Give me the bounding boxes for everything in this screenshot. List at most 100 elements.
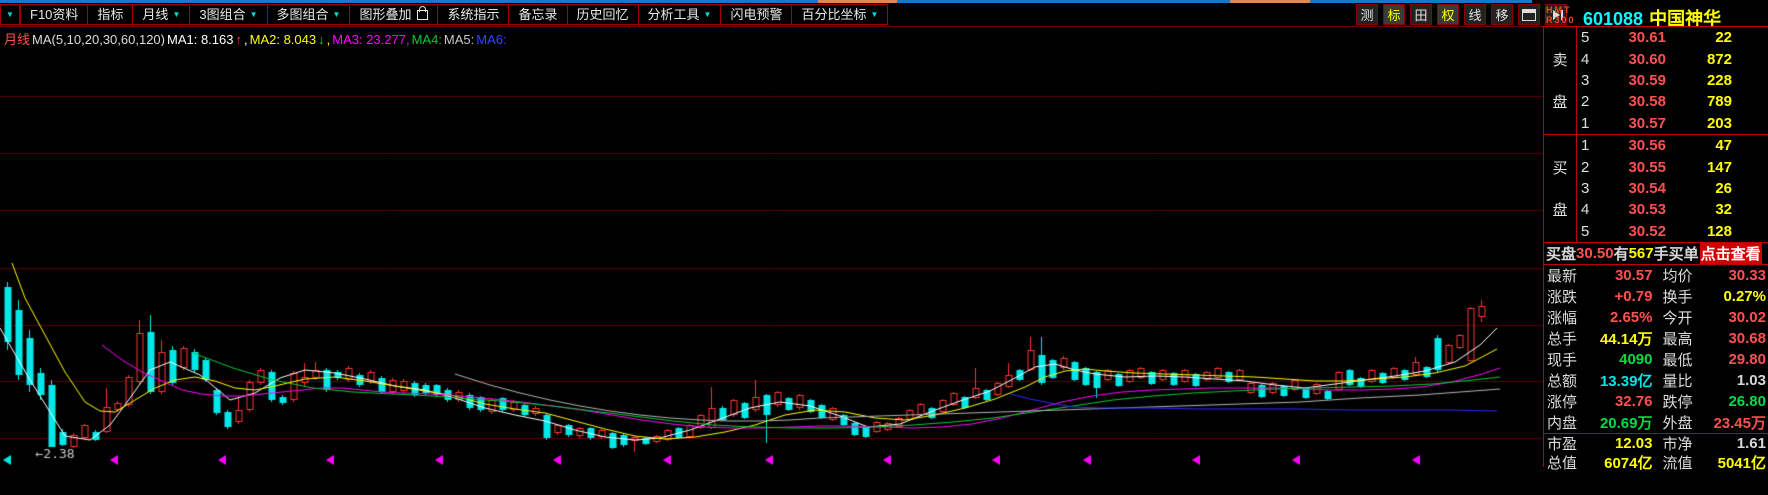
toolbar-button-F10资料[interactable]: F10资料 — [20, 4, 88, 25]
indicator-segment: MA4: — [412, 32, 442, 47]
order-level: 5 — [1577, 223, 1597, 240]
quote-value: 5041亿 — [1709, 452, 1768, 473]
sell-label: 卖盘 — [1544, 27, 1577, 134]
toolbar-button-分析工具[interactable]: 分析工具▼ — [638, 4, 722, 25]
chevron-down-icon: ▼ — [250, 11, 258, 19]
quote-value: 30.68 — [1709, 330, 1768, 347]
quote-label: 最低 — [1661, 349, 1709, 370]
indicator-segment: MA3: 23.277, — [332, 32, 409, 47]
market-flags: HMT R300 — [1546, 5, 1580, 25]
quote-label: 量比 — [1661, 370, 1709, 391]
quote-value: 2.65% — [1595, 309, 1653, 326]
toolbar-button-百分比坐标[interactable]: 百分比坐标 ▼ — [791, 4, 888, 25]
toolbar-dropdown-button[interactable]: ▼ — [0, 4, 20, 25]
quote-value: 44.14万 — [1595, 328, 1653, 349]
panel-layout-icon-button[interactable] — [1518, 4, 1540, 25]
tool-icon-button-线[interactable]: 线 — [1464, 4, 1486, 25]
order-volume: 789 — [1666, 93, 1732, 110]
order-volume: 228 — [1666, 72, 1732, 89]
order-level: 4 — [1577, 51, 1597, 68]
indicator-segment: MA2: 8.043 — [250, 32, 317, 47]
toolbar: ▼ F10资料指标月线▼3图组合▼多图组合▼图形叠加系统指示备忘录 历史回忆分析工… — [0, 3, 1768, 27]
toolbar-button-指标[interactable]: 指标 — [87, 4, 133, 25]
order-price: 30.52 — [1597, 223, 1666, 240]
quote-label: 涨停 — [1544, 391, 1595, 412]
toolbar-button-月线[interactable]: 月线▼ — [132, 4, 190, 25]
toolbar-button-label: 百分比坐标 — [801, 5, 866, 24]
quote-label: 最新 — [1544, 265, 1595, 286]
quote-label: 均价 — [1661, 265, 1709, 286]
indicator-segment: ↑ — [236, 32, 243, 47]
order-volume: 26 — [1666, 180, 1732, 197]
indicator-segment: MA1: 8.163 — [167, 32, 234, 47]
tool-icon-button-田[interactable]: 田 — [1410, 4, 1432, 25]
tool-icon-button-标[interactable]: 标 — [1383, 4, 1405, 25]
tool-icon-button-测[interactable]: 测 — [1356, 4, 1378, 25]
toolbar-items: F10资料指标月线▼3图组合▼多图组合▼图形叠加系统指示备忘录 历史回忆分析工具▼… — [20, 4, 888, 25]
click-to-view-button[interactable]: 点击查看 — [1700, 243, 1762, 264]
quote-value: 6074亿 — [1595, 452, 1653, 473]
quote-label: 跌停 — [1661, 391, 1709, 412]
tool-icon-button-移[interactable]: 移 — [1491, 4, 1513, 25]
order-price: 30.59 — [1597, 72, 1666, 89]
toolbar-button-闪电预警[interactable]: 闪电预警 — [720, 4, 792, 25]
quote-label: 市盈 — [1544, 433, 1595, 454]
order-volume: 22 — [1666, 29, 1732, 46]
toolbar-button-历史回忆[interactable]: 历史回忆 — [567, 4, 639, 25]
order-price: 30.61 — [1597, 29, 1666, 46]
chevron-down-icon: ▼ — [704, 11, 712, 19]
quote-value: 29.80 — [1709, 351, 1768, 368]
toolbar-button-备忘录[interactable]: 备忘录 — [508, 4, 567, 25]
order-level: 2 — [1577, 159, 1597, 176]
toolbar-right-icons: 测标田权线移 — [1356, 4, 1567, 25]
quote-value: 20.69万 — [1595, 412, 1653, 433]
quote-label: 涨跌 — [1544, 286, 1595, 307]
quote-value: 30.02 — [1709, 309, 1768, 326]
window-icon — [1522, 9, 1536, 21]
tool-icon-button-权[interactable]: 权 — [1437, 4, 1459, 25]
toolbar-button-系统指示[interactable]: 系统指示 — [437, 4, 509, 25]
indicator-segment: ↓ — [318, 32, 325, 47]
buy-label: 买盘 — [1544, 135, 1577, 242]
quote-value: 4090 — [1595, 351, 1653, 368]
quote-label: 现手 — [1544, 349, 1595, 370]
chevron-down-icon: ▼ — [6, 11, 14, 19]
quote-label: 总值 — [1544, 452, 1595, 473]
quote-value: 1.61 — [1709, 435, 1768, 452]
indicator-segment: , — [327, 32, 331, 47]
order-volume: 128 — [1666, 223, 1732, 240]
toolbar-button-label: 历史回忆 — [577, 5, 629, 24]
toolbar-button-3图组合[interactable]: 3图组合▼ — [189, 4, 267, 25]
toolbar-button-label: 备忘录 — [518, 5, 557, 24]
order-price: 30.60 — [1597, 51, 1666, 68]
candlestick-chart[interactable] — [0, 46, 1543, 467]
chevron-down-icon: ▼ — [870, 11, 878, 19]
order-volume: 203 — [1666, 115, 1732, 132]
quote-label: 总额 — [1544, 370, 1595, 391]
quote-value: 1.03 — [1709, 372, 1768, 389]
order-volume: 32 — [1666, 201, 1732, 218]
quote-value: 0.27% — [1709, 288, 1768, 305]
quote-value: 23.45万 — [1709, 412, 1768, 433]
toolbar-button-多图组合[interactable]: 多图组合▼ — [267, 4, 351, 25]
quote-value: +0.79 — [1595, 288, 1653, 305]
toolbar-button-图形叠加[interactable]: 图形叠加 — [349, 4, 438, 25]
